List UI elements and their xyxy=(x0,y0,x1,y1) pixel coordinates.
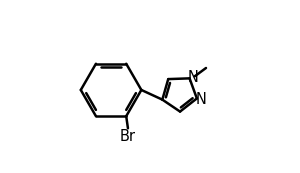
Text: N: N xyxy=(195,92,206,107)
Text: N: N xyxy=(188,70,199,85)
Text: Br: Br xyxy=(120,129,136,144)
